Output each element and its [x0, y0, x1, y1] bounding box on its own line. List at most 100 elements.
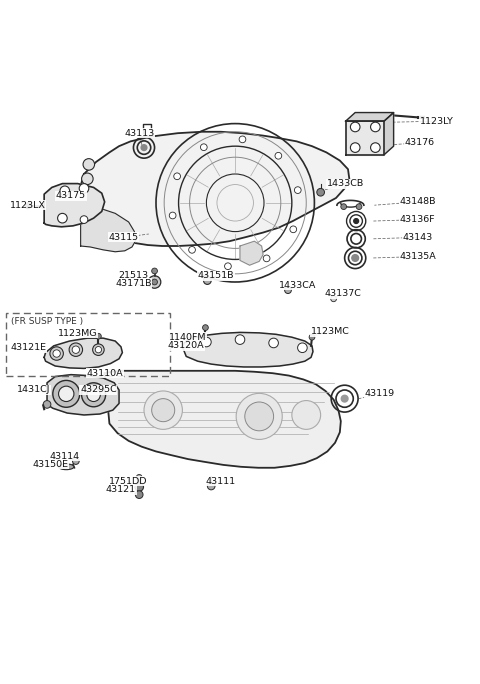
Circle shape	[285, 287, 291, 293]
Text: 43148B: 43148B	[399, 198, 436, 207]
Text: 43175: 43175	[56, 191, 86, 200]
Circle shape	[356, 204, 362, 209]
Circle shape	[203, 325, 208, 330]
Circle shape	[93, 344, 104, 356]
Polygon shape	[384, 113, 394, 155]
Text: 43176: 43176	[405, 138, 435, 147]
Polygon shape	[47, 375, 119, 415]
Circle shape	[135, 491, 143, 499]
Ellipse shape	[59, 464, 74, 470]
Text: 43113: 43113	[124, 129, 155, 137]
Circle shape	[371, 143, 380, 153]
Polygon shape	[105, 371, 341, 468]
Circle shape	[82, 383, 106, 407]
Text: (FR SUSP TYPE ): (FR SUSP TYPE )	[11, 317, 83, 326]
Circle shape	[317, 188, 324, 196]
Text: 1140FM: 1140FM	[168, 332, 206, 342]
Circle shape	[202, 337, 211, 347]
Circle shape	[331, 296, 336, 302]
Circle shape	[371, 122, 380, 132]
Circle shape	[80, 215, 88, 224]
Circle shape	[350, 122, 360, 132]
Circle shape	[290, 226, 297, 233]
Circle shape	[69, 343, 83, 356]
Circle shape	[53, 380, 80, 407]
Circle shape	[58, 213, 67, 223]
Circle shape	[350, 143, 360, 153]
Polygon shape	[346, 121, 384, 155]
Text: 43115: 43115	[109, 233, 139, 242]
Circle shape	[207, 482, 215, 490]
Circle shape	[136, 475, 142, 480]
Text: 21513: 21513	[119, 272, 148, 280]
Text: 43114: 43114	[50, 451, 80, 461]
Text: 1433CA: 1433CA	[279, 281, 316, 290]
Circle shape	[263, 255, 270, 262]
Circle shape	[50, 347, 63, 360]
Text: 1751DD: 1751DD	[109, 477, 148, 486]
Text: 1123MC: 1123MC	[311, 327, 349, 336]
Circle shape	[43, 401, 51, 408]
Circle shape	[174, 173, 180, 180]
Circle shape	[60, 186, 70, 196]
Polygon shape	[182, 332, 313, 367]
Polygon shape	[346, 113, 394, 121]
Circle shape	[72, 458, 79, 464]
Text: 43111: 43111	[206, 477, 236, 486]
Text: 43121: 43121	[106, 486, 136, 495]
Circle shape	[225, 263, 231, 269]
Circle shape	[83, 159, 95, 170]
Circle shape	[53, 350, 60, 357]
Text: 1123LX: 1123LX	[10, 200, 46, 210]
Circle shape	[245, 402, 274, 431]
Polygon shape	[44, 338, 122, 369]
Circle shape	[152, 279, 157, 285]
Circle shape	[25, 202, 31, 209]
Text: 43143: 43143	[402, 233, 433, 242]
Circle shape	[169, 212, 176, 219]
Polygon shape	[240, 241, 263, 265]
Text: 43171B: 43171B	[115, 279, 152, 288]
Circle shape	[95, 347, 102, 353]
Text: 43135A: 43135A	[399, 252, 436, 261]
Circle shape	[298, 343, 307, 352]
Circle shape	[341, 395, 348, 402]
Circle shape	[59, 386, 74, 402]
Text: 43120A: 43120A	[168, 341, 204, 350]
Circle shape	[189, 246, 195, 253]
Circle shape	[341, 204, 347, 209]
Circle shape	[236, 393, 282, 439]
Text: 1431CJ: 1431CJ	[17, 386, 50, 395]
Text: 43136F: 43136F	[400, 215, 435, 224]
Circle shape	[201, 144, 207, 150]
Circle shape	[83, 187, 95, 199]
Circle shape	[239, 136, 246, 143]
Circle shape	[354, 219, 359, 224]
Text: 1123LY: 1123LY	[420, 117, 454, 126]
Circle shape	[352, 254, 359, 261]
Circle shape	[294, 187, 301, 194]
Circle shape	[79, 183, 89, 193]
Text: 43137C: 43137C	[325, 289, 361, 298]
Text: 1433CB: 1433CB	[327, 179, 364, 188]
Text: 43110A: 43110A	[86, 369, 123, 378]
Circle shape	[144, 391, 182, 430]
Circle shape	[292, 401, 321, 430]
Circle shape	[152, 399, 175, 421]
Circle shape	[275, 153, 282, 159]
Polygon shape	[79, 132, 349, 246]
Circle shape	[152, 268, 157, 274]
Circle shape	[148, 276, 161, 288]
Circle shape	[87, 388, 100, 402]
Circle shape	[309, 334, 315, 340]
Circle shape	[72, 346, 80, 354]
Text: 1123MG: 1123MG	[58, 329, 97, 338]
Circle shape	[141, 145, 147, 150]
Text: 43150E: 43150E	[32, 460, 69, 469]
Circle shape	[269, 338, 278, 347]
Circle shape	[82, 173, 93, 185]
Text: 43121E: 43121E	[11, 343, 47, 352]
Circle shape	[88, 202, 99, 213]
Polygon shape	[81, 208, 135, 252]
Circle shape	[135, 483, 144, 491]
